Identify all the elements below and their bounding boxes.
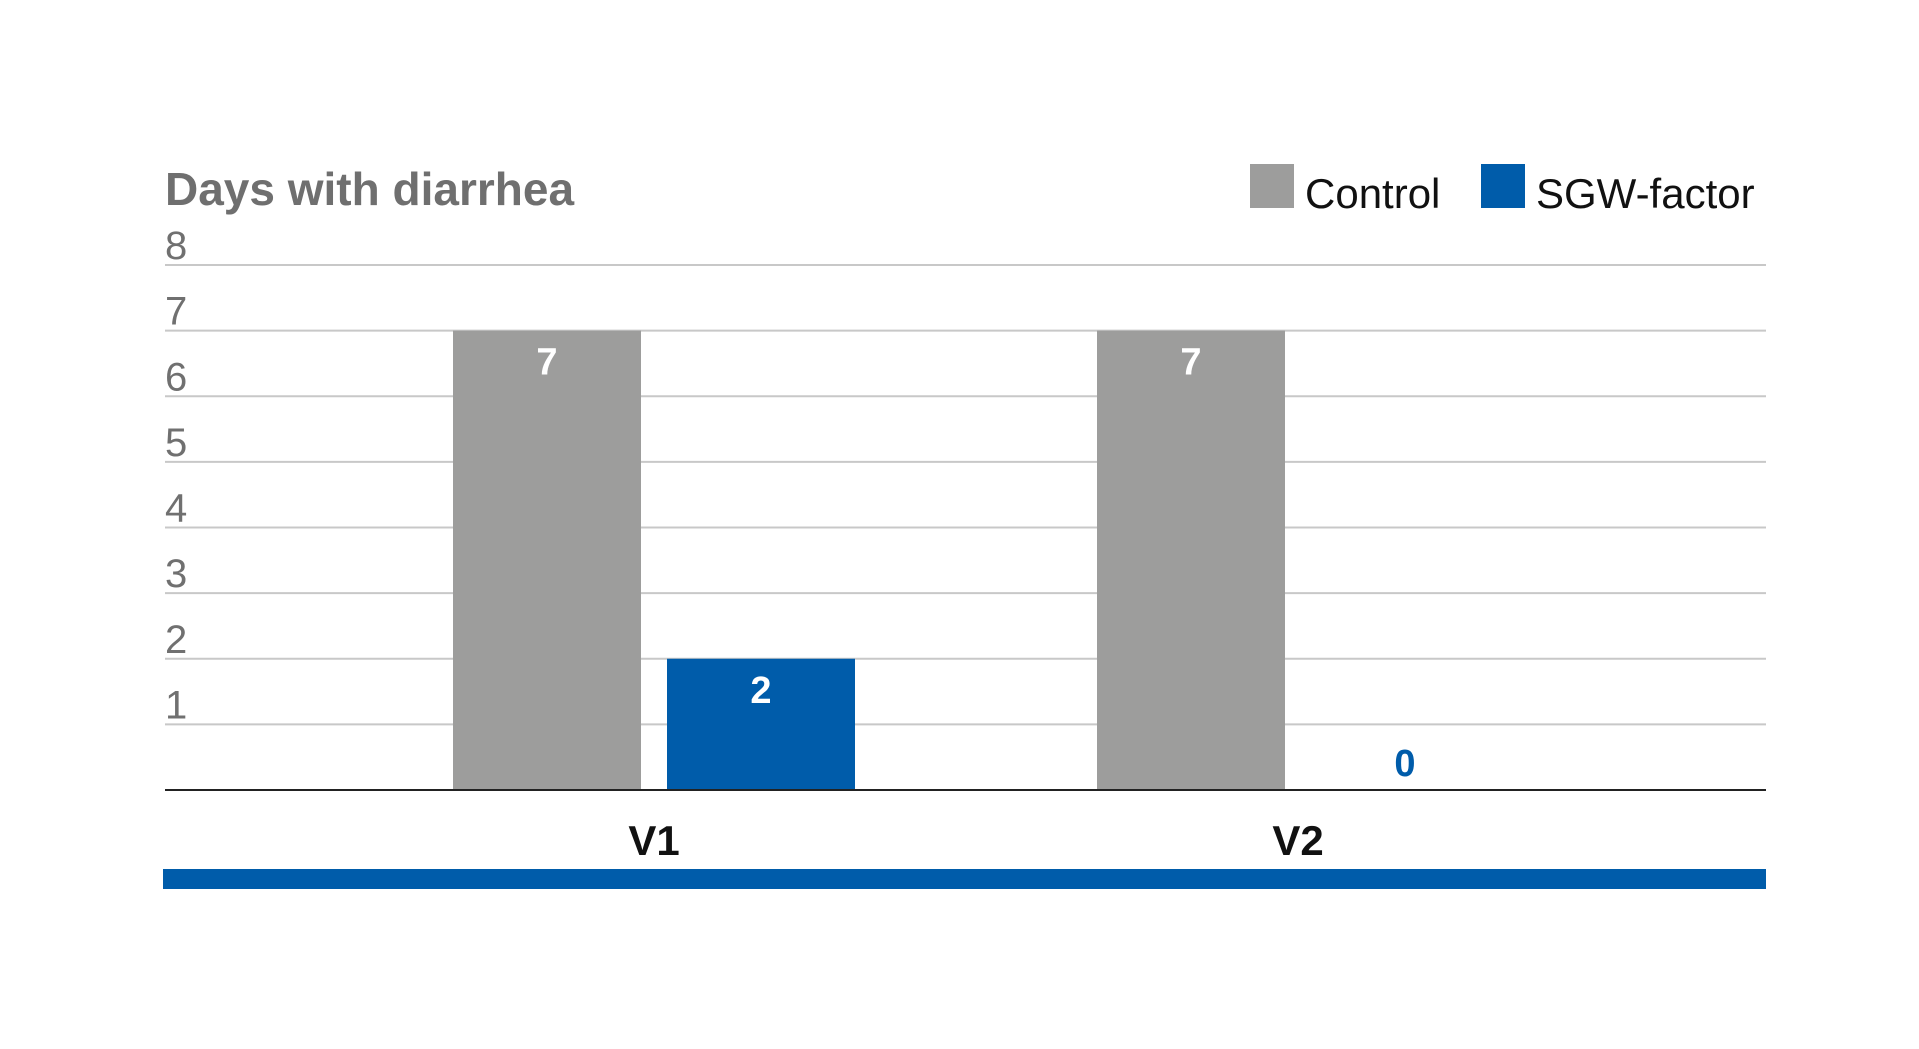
data-label: 0 bbox=[1394, 743, 1415, 785]
legend-swatch bbox=[1481, 164, 1525, 208]
data-labels: 7 2 7 0 bbox=[536, 342, 1415, 785]
data-label: 7 bbox=[536, 342, 557, 384]
y-axis-ticks: 1 2 3 4 5 6 7 8 bbox=[165, 224, 187, 727]
bar-control-v2 bbox=[1097, 330, 1285, 790]
legend: Control SGW-factor bbox=[1250, 164, 1755, 217]
x-tick-label: V1 bbox=[628, 817, 679, 864]
y-tick-label: 8 bbox=[165, 224, 187, 268]
legend-swatch bbox=[1250, 164, 1294, 208]
y-tick-label: 4 bbox=[165, 487, 187, 531]
y-tick-label: 7 bbox=[165, 290, 187, 334]
x-axis-ticks: V1 V2 bbox=[628, 817, 1323, 864]
bars bbox=[453, 330, 1285, 790]
data-label: 7 bbox=[1180, 342, 1201, 384]
data-label: 2 bbox=[750, 670, 771, 712]
y-tick-label: 6 bbox=[165, 355, 187, 399]
y-tick-label: 3 bbox=[165, 552, 187, 596]
legend-label: Control bbox=[1305, 170, 1440, 217]
footer-bar bbox=[163, 869, 1766, 889]
bar-control-v1 bbox=[453, 330, 641, 790]
chart-title: Days with diarrhea bbox=[165, 163, 574, 215]
y-tick-label: 5 bbox=[165, 421, 187, 465]
y-tick-label: 1 bbox=[165, 683, 187, 727]
y-tick-label: 2 bbox=[165, 618, 187, 662]
legend-label: SGW-factor bbox=[1536, 170, 1755, 217]
gridlines bbox=[165, 264, 1766, 726]
x-tick-label: V2 bbox=[1272, 817, 1323, 864]
bar-sgw-factor-v1 bbox=[667, 658, 855, 790]
